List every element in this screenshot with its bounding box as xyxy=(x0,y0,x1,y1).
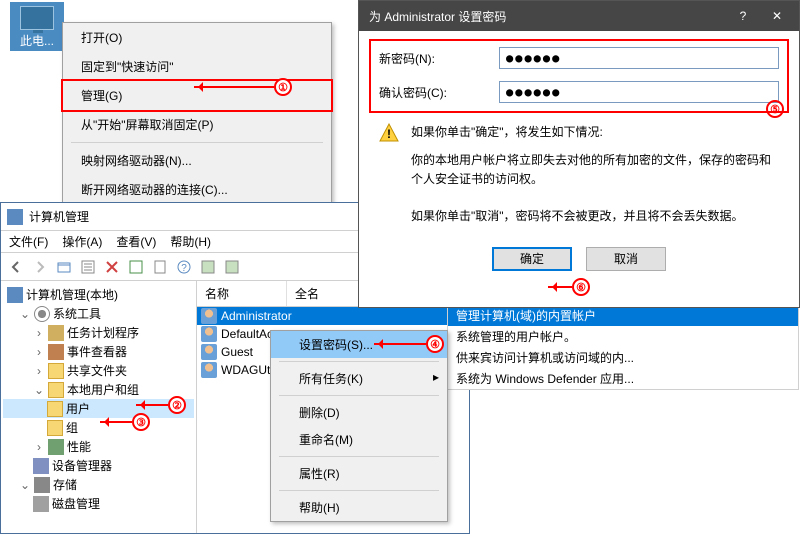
tb-help[interactable]: ? xyxy=(173,256,195,278)
description-column: 管理计算机(域)的内置帐户 系统管理的用户帐户。 供来宾访问计算机或访问域的内.… xyxy=(447,305,799,390)
label-confirm-password: 确认密码(C): xyxy=(379,84,499,101)
tree-event-viewer[interactable]: ›事件查看器 xyxy=(3,342,194,361)
label-new-password: 新密码(N): xyxy=(379,50,499,67)
ok-button[interactable]: 确定 xyxy=(492,247,572,271)
ctx-map-drive[interactable]: 映射网络驱动器(N)... xyxy=(63,146,331,175)
user-icon xyxy=(201,362,217,378)
sub-all-tasks[interactable]: 所有任务(K)▸ xyxy=(271,365,447,392)
menu-view[interactable]: 查看(V) xyxy=(116,233,156,250)
desc-guest[interactable]: 供来宾访问计算机或访问域的内... xyxy=(448,347,798,368)
desktop-label: 此电... xyxy=(10,32,64,49)
user-icon xyxy=(201,344,217,360)
tree-groups[interactable]: 组 xyxy=(3,418,194,437)
user-context-menu: 设置密码(S)... 所有任务(K)▸ 删除(D) 重命名(M) 属性(R) 帮… xyxy=(270,330,448,522)
tree-root[interactable]: 计算机管理(本地) xyxy=(3,285,194,304)
tree-device-manager[interactable]: 设备管理器 xyxy=(3,456,194,475)
chevron-right-icon: ▸ xyxy=(433,370,439,384)
sub-rename[interactable]: 重命名(M) xyxy=(271,426,447,453)
warn-body: 你的本地用户帐户将立即失去对他的所有加密的文件，保存的密码和个人安全证书的访问权… xyxy=(411,151,779,189)
cancel-button[interactable]: 取消 xyxy=(586,247,666,271)
ctx-open[interactable]: 打开(O) xyxy=(63,23,331,52)
sub-properties[interactable]: 属性(R) xyxy=(271,460,447,487)
tree-system-tools[interactable]: ⌄系统工具 xyxy=(3,304,194,323)
tree-users[interactable]: 用户 xyxy=(3,399,194,418)
set-password-dialog: 为 Administrator 设置密码 ? ✕ 新密码(N): 确认密码(C)… xyxy=(358,0,800,308)
ctx-disconnect-drive[interactable]: 断开网络驱动器的连接(C)... xyxy=(63,175,331,204)
tb-refresh[interactable] xyxy=(125,256,147,278)
user-row-administrator[interactable]: Administrator xyxy=(197,307,469,325)
tree-task-scheduler[interactable]: ›任务计划程序 xyxy=(3,323,194,342)
tree-local-users-groups[interactable]: ⌄本地用户和组 xyxy=(3,380,194,399)
menu-help[interactable]: 帮助(H) xyxy=(170,233,211,250)
user-icon xyxy=(201,326,217,342)
tb-view2[interactable] xyxy=(221,256,243,278)
svg-text:?: ? xyxy=(181,263,187,274)
tb-delete[interactable] xyxy=(101,256,123,278)
tb-up[interactable] xyxy=(53,256,75,278)
menu-action[interactable]: 操作(A) xyxy=(62,233,102,250)
cancel-info: 如果你单击"取消"，密码将不会被更改，并且将不会丢失数据。 xyxy=(411,207,779,226)
annotation-5: ⑤ xyxy=(766,100,784,118)
ctx-pin-quick[interactable]: 固定到"快速访问" xyxy=(63,52,331,81)
ctx-manage[interactable]: 管理(G) xyxy=(61,79,333,112)
input-new-password[interactable] xyxy=(499,47,779,69)
mgmt-icon xyxy=(7,209,23,225)
sub-help[interactable]: 帮助(H) xyxy=(271,494,447,521)
close-button[interactable]: ✕ xyxy=(755,1,799,31)
desc-administrator[interactable]: 管理计算机(域)的内置帐户 xyxy=(448,305,798,326)
desc-wdag[interactable]: 系统为 Windows Defender 应用... xyxy=(448,368,798,389)
tb-view1[interactable] xyxy=(197,256,219,278)
warn-heading: 如果你单击"确定"，将发生如下情况: xyxy=(411,123,603,143)
sub-delete[interactable]: 删除(D) xyxy=(271,399,447,426)
desc-defaultaccount[interactable]: 系统管理的用户帐户。 xyxy=(448,326,798,347)
password-fields-highlight: 新密码(N): 确认密码(C): xyxy=(369,39,789,113)
tree-shared-folders[interactable]: ›共享文件夹 xyxy=(3,361,194,380)
input-confirm-password[interactable] xyxy=(499,81,779,103)
tb-forward[interactable] xyxy=(29,256,51,278)
warning-icon: ! xyxy=(379,123,399,143)
tree-disk-mgmt[interactable]: 磁盘管理 xyxy=(3,494,194,513)
desktop-this-pc[interactable]: 此电... xyxy=(10,2,64,51)
tb-export[interactable] xyxy=(149,256,171,278)
menu-file[interactable]: 文件(F) xyxy=(9,233,48,250)
tb-props[interactable] xyxy=(77,256,99,278)
col-name[interactable]: 名称 xyxy=(197,281,287,306)
user-icon xyxy=(201,308,217,324)
svg-text:!: ! xyxy=(387,127,391,141)
sub-set-password[interactable]: 设置密码(S)... xyxy=(271,331,447,358)
mgmt-tree[interactable]: 计算机管理(本地) ⌄系统工具 ›任务计划程序 ›事件查看器 ›共享文件夹 ⌄本… xyxy=(1,281,197,533)
tb-back[interactable] xyxy=(5,256,27,278)
ctx-unpin-start[interactable]: 从"开始"屏幕取消固定(P) xyxy=(63,110,331,139)
dialog-titlebar[interactable]: 为 Administrator 设置密码 ? ✕ xyxy=(359,1,799,31)
ctx-separator xyxy=(71,142,323,143)
pc-icon xyxy=(20,6,54,30)
mgmt-title-text: 计算机管理 xyxy=(29,208,89,225)
tree-storage[interactable]: ⌄存储 xyxy=(3,475,194,494)
dialog-title-text: 为 Administrator 设置密码 xyxy=(369,8,506,25)
tree-performance[interactable]: ›性能 xyxy=(3,437,194,456)
